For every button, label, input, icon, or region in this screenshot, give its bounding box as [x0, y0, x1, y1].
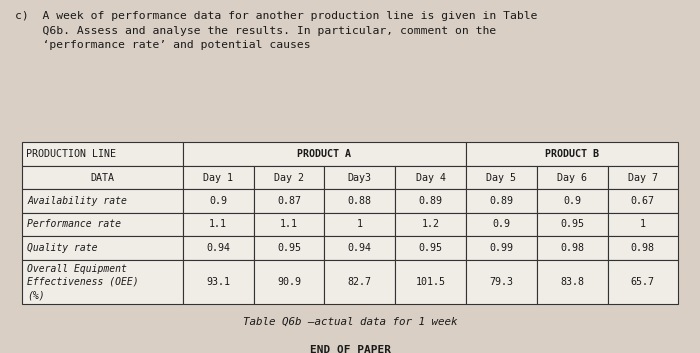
Text: 0.94: 0.94 [206, 243, 230, 253]
Bar [395, 236, 466, 260]
Text: 0.9: 0.9 [564, 196, 581, 206]
Text: 65.7: 65.7 [631, 277, 655, 287]
Text: Day 2: Day 2 [274, 173, 304, 183]
Bar [253, 166, 324, 189]
Bar [395, 213, 466, 236]
Text: Availability rate: Availability rate [27, 196, 127, 206]
Text: DATA: DATA [90, 173, 115, 183]
Text: Table Q6b –actual data for 1 week: Table Q6b –actual data for 1 week [243, 317, 457, 327]
Text: 0.98: 0.98 [560, 243, 584, 253]
Bar [466, 236, 537, 260]
Bar [324, 189, 396, 213]
Bar [608, 236, 678, 260]
Bar [22, 213, 183, 236]
Text: Day 6: Day 6 [557, 173, 587, 183]
Text: PRODUCTION LINE: PRODUCTION LINE [26, 149, 116, 159]
Text: END OF PAPER: END OF PAPER [309, 345, 391, 353]
Text: Quality rate: Quality rate [27, 243, 98, 253]
Text: Day3: Day3 [348, 173, 372, 183]
Bar [608, 260, 678, 304]
Bar [608, 166, 678, 189]
Text: 0.89: 0.89 [419, 196, 442, 206]
Bar [537, 260, 608, 304]
Bar [537, 236, 608, 260]
Text: 1.1: 1.1 [280, 220, 298, 229]
Bar [183, 189, 253, 213]
Text: 0.95: 0.95 [277, 243, 301, 253]
Bar [537, 189, 608, 213]
Text: 0.9: 0.9 [492, 220, 510, 229]
Text: 0.67: 0.67 [631, 196, 655, 206]
Text: 101.5: 101.5 [416, 277, 446, 287]
Bar [324, 213, 396, 236]
Bar [253, 236, 324, 260]
Text: 1.2: 1.2 [421, 220, 440, 229]
Bar [183, 236, 253, 260]
Text: 0.89: 0.89 [489, 196, 513, 206]
Text: 0.95: 0.95 [560, 220, 584, 229]
Text: 82.7: 82.7 [348, 277, 372, 287]
Text: 0.99: 0.99 [489, 243, 513, 253]
Bar [183, 213, 253, 236]
Text: 1: 1 [640, 220, 645, 229]
Text: 0.9: 0.9 [209, 196, 228, 206]
Bar [466, 213, 537, 236]
Bar [324, 236, 396, 260]
Bar [22, 142, 183, 166]
Text: Overall Equipment
Effectiveness (OEE)
(%): Overall Equipment Effectiveness (OEE) (%… [27, 264, 139, 300]
Bar [324, 166, 396, 189]
Bar [537, 166, 608, 189]
Text: 0.94: 0.94 [348, 243, 372, 253]
Text: 1: 1 [357, 220, 363, 229]
Bar [253, 260, 324, 304]
Bar [466, 166, 537, 189]
Text: PRODUCT B: PRODUCT B [545, 149, 598, 159]
Bar [22, 189, 183, 213]
Bar [395, 166, 466, 189]
Text: 0.95: 0.95 [419, 243, 442, 253]
Bar [253, 189, 324, 213]
Bar [537, 213, 608, 236]
Text: 0.87: 0.87 [277, 196, 301, 206]
Bar [466, 260, 537, 304]
Text: c)  A week of performance data for another production line is given in Table
   : c) A week of performance data for anothe… [15, 11, 538, 50]
Bar [466, 142, 678, 166]
Text: 90.9: 90.9 [277, 277, 301, 287]
Bar [183, 260, 253, 304]
Text: Day 4: Day 4 [416, 173, 446, 183]
Bar [22, 236, 183, 260]
Text: 93.1: 93.1 [206, 277, 230, 287]
Bar [253, 213, 324, 236]
Text: 83.8: 83.8 [560, 277, 584, 287]
Bar [466, 189, 537, 213]
Bar [183, 166, 253, 189]
Bar [324, 260, 396, 304]
Bar [395, 260, 466, 304]
Bar [183, 142, 466, 166]
Bar [608, 189, 678, 213]
Bar [608, 213, 678, 236]
Text: Day 1: Day 1 [203, 173, 233, 183]
Text: PRODUCT A: PRODUCT A [298, 149, 351, 159]
Text: 0.88: 0.88 [348, 196, 372, 206]
Text: 0.98: 0.98 [631, 243, 655, 253]
Text: Day 7: Day 7 [628, 173, 657, 183]
Bar [22, 166, 183, 189]
Bar [22, 260, 183, 304]
Text: 79.3: 79.3 [489, 277, 513, 287]
Text: Performance rate: Performance rate [27, 220, 121, 229]
Text: 1.1: 1.1 [209, 220, 228, 229]
Bar [395, 189, 466, 213]
Text: Day 5: Day 5 [486, 173, 517, 183]
